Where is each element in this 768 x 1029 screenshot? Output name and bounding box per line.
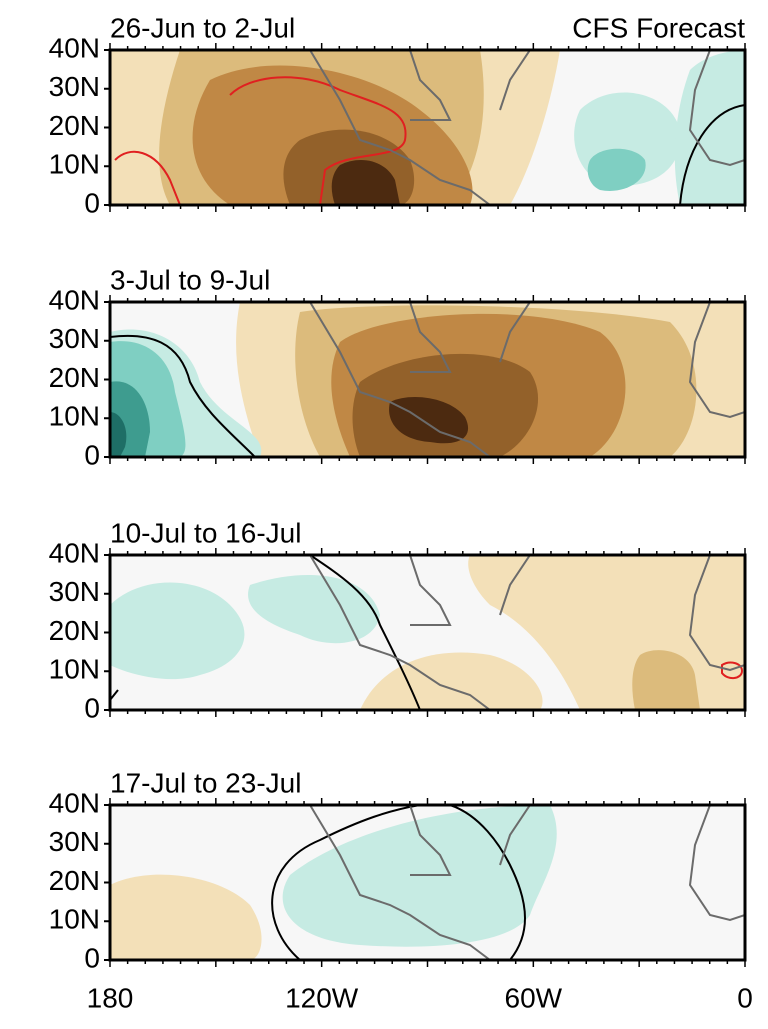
map-panel — [110, 302, 745, 457]
map-panel — [110, 50, 745, 205]
y-tick-label: 30N — [49, 323, 100, 354]
y-tick-label: 0 — [84, 187, 100, 218]
y-tick-label: 10N — [49, 401, 100, 432]
panel-title: 10-Jul to 16-Jul — [110, 517, 301, 548]
panel-title: 17-Jul to 23-Jul — [110, 767, 301, 798]
y-tick-label: 40N — [49, 787, 100, 818]
y-tick-label: 10N — [49, 654, 100, 685]
y-tick-label: 20N — [49, 615, 100, 646]
y-tick-label: 20N — [49, 110, 100, 141]
y-tick-label: 0 — [84, 692, 100, 723]
y-tick-label: 20N — [49, 362, 100, 393]
y-tick-label: 10N — [49, 149, 100, 180]
figure-title: CFS Forecast — [572, 12, 745, 43]
y-tick-label: 30N — [49, 576, 100, 607]
x-tick-label: 180 — [87, 982, 134, 1013]
y-tick-label: 40N — [49, 537, 100, 568]
y-tick-label: 20N — [49, 865, 100, 896]
x-tick-label: 60W — [505, 982, 563, 1013]
x-tick-label: 0 — [737, 982, 753, 1013]
y-tick-label: 30N — [49, 826, 100, 857]
x-tick-label: 120W — [285, 982, 359, 1013]
y-tick-label: 40N — [49, 32, 100, 63]
y-tick-label: 40N — [49, 284, 100, 315]
y-tick-label: 30N — [49, 71, 100, 102]
map-panel — [110, 805, 745, 960]
y-tick-label: 0 — [84, 942, 100, 973]
panel-title: 26-Jun to 2-Jul — [110, 12, 295, 43]
y-tick-label: 10N — [49, 904, 100, 935]
y-tick-label: 0 — [84, 439, 100, 470]
map-panel — [110, 555, 745, 710]
panel-title: 3-Jul to 9-Jul — [110, 264, 270, 295]
